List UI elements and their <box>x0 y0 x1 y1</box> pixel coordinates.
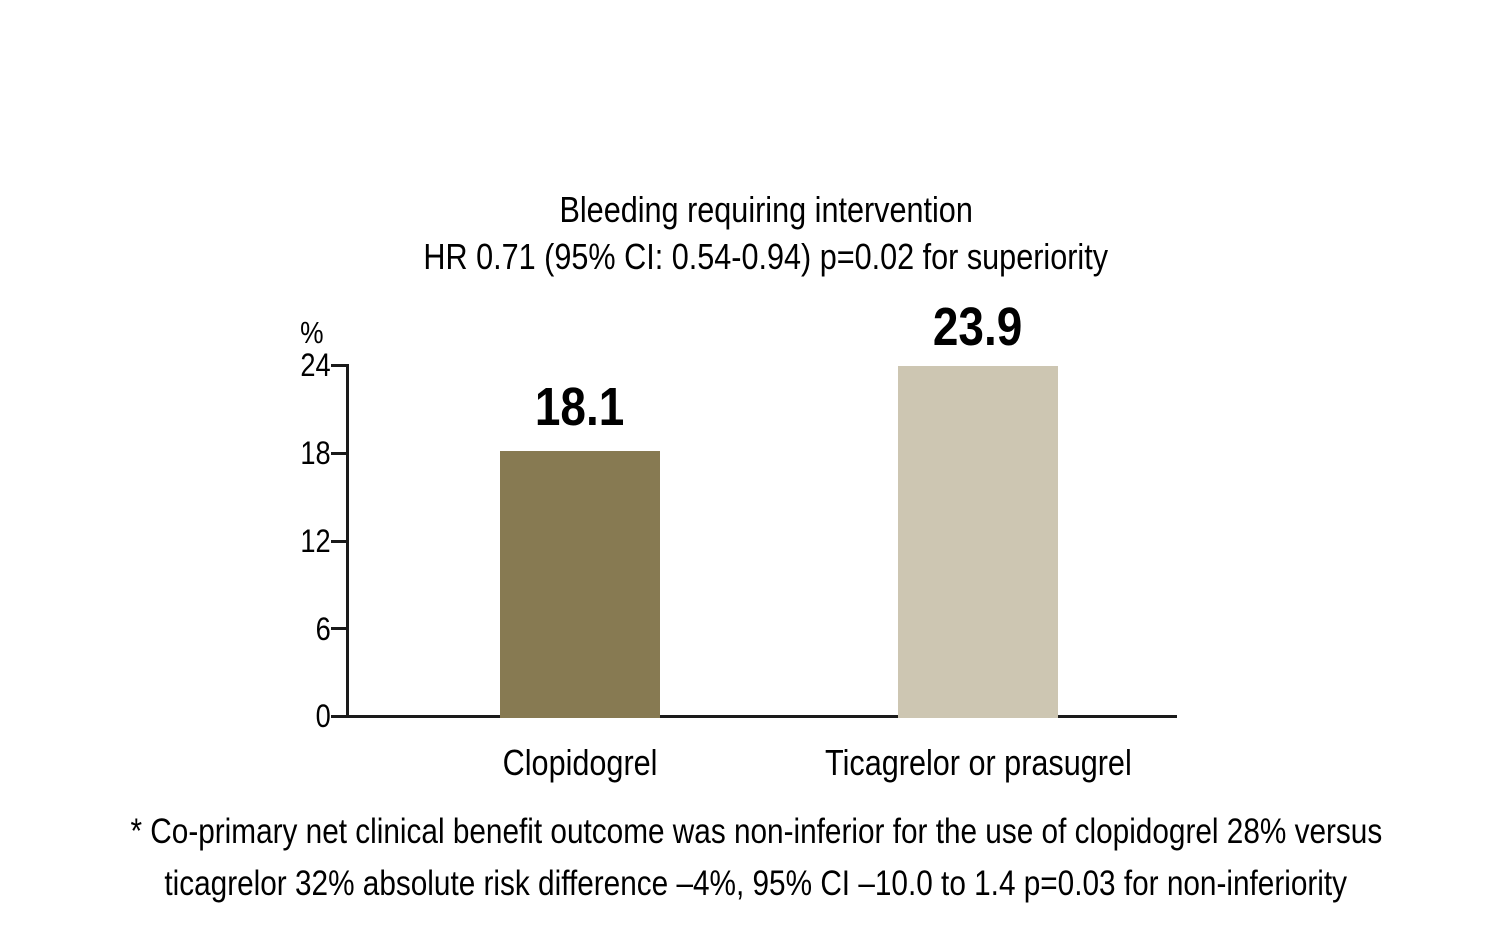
y-axis-tick-6 <box>331 627 346 630</box>
chart-title: Bleeding requiring intervention <box>559 189 973 230</box>
value-label-ticagrelor-or-prasugrel: 23.9 <box>933 297 1023 357</box>
chart-subtitle: HR 0.71 (95% CI: 0.54-0.94) p=0.02 for s… <box>423 236 1109 277</box>
y-tick-label-6: 6 <box>315 611 331 647</box>
y-axis-tick-18 <box>331 452 346 455</box>
chart-title-block: Bleeding requiring intervention HR 0.71 … <box>351 186 1181 280</box>
x-label-ticagrelor-or-prasugrel: Ticagrelor or prasugrel <box>824 742 1132 783</box>
y-tick-label-24: 24 <box>300 347 331 383</box>
y-tick-label-18: 18 <box>300 435 331 471</box>
y-tick-label-0: 0 <box>315 698 331 734</box>
bar-clopidogrel <box>500 451 660 718</box>
footnote-line-1: * Co-primary net clinical benefit outcom… <box>130 812 1382 851</box>
y-axis-tick-0 <box>331 715 346 718</box>
footnote-line-2: ticagrelor 32% absolute risk difference … <box>164 864 1348 903</box>
bar-ticagrelor-or-prasugrel <box>898 365 1058 718</box>
value-label-clopidogrel: 18.1 <box>535 377 625 437</box>
y-axis-unit-label: % <box>300 315 324 350</box>
x-label-clopidogrel: Clopidogrel <box>502 742 658 783</box>
footnote: * Co-primary net clinical benefit outcom… <box>0 806 1512 910</box>
y-tick-label-12: 12 <box>300 523 331 559</box>
y-axis-line <box>346 364 349 718</box>
y-axis-tick-12 <box>331 540 346 543</box>
y-axis-tick-24 <box>331 364 346 367</box>
x-axis-line <box>346 715 1177 718</box>
